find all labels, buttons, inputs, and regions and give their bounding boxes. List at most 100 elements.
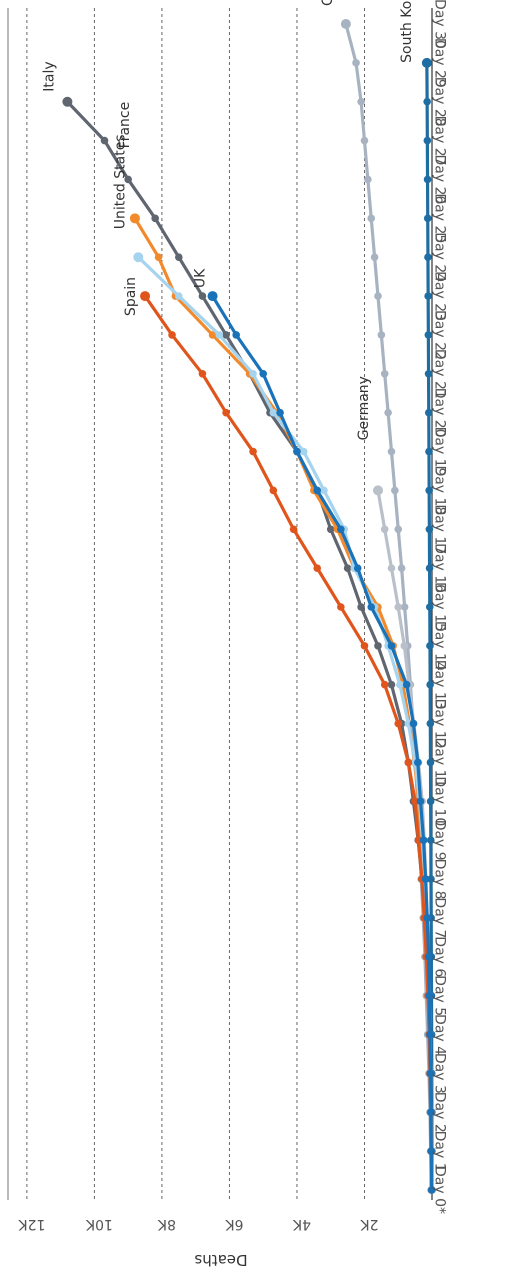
data-point <box>424 953 433 961</box>
data-point <box>396 680 404 689</box>
x-tick-label: Day 8 <box>431 859 447 900</box>
data-point <box>343 564 352 572</box>
x-tick-label: Day 0* <box>431 1166 447 1214</box>
x-tick-label: Day 18 <box>431 465 447 515</box>
x-tick-label: Day 22 <box>431 310 447 360</box>
data-point <box>427 1108 435 1117</box>
x-tick-label: Day 17 <box>431 504 447 554</box>
data-point <box>175 253 183 261</box>
data-point <box>360 136 369 145</box>
x-tick-label: Day 16 <box>431 543 447 593</box>
data-point <box>427 836 435 844</box>
data-point <box>394 719 403 728</box>
x-tick-label: Day 11 <box>431 738 447 788</box>
data-point <box>124 175 132 184</box>
data-point <box>208 331 217 339</box>
data-point <box>400 603 409 611</box>
data-point <box>421 57 432 68</box>
y-tick-label: 6K <box>225 1216 244 1232</box>
data-point <box>426 758 435 767</box>
x-tick-label: Day 21 <box>431 349 447 399</box>
data-point <box>269 486 278 495</box>
data-point <box>426 680 434 689</box>
data-point <box>397 564 406 572</box>
x-tick-label: Day 5 <box>431 975 447 1016</box>
x-tick-label: Day 3 <box>431 1053 447 1094</box>
data-point <box>427 1147 436 1155</box>
series-line <box>211 295 434 1191</box>
series-china: China <box>320 0 436 1194</box>
x-tick-label: Day 14 <box>431 621 447 671</box>
data-point <box>387 564 396 572</box>
data-point <box>380 525 389 534</box>
series-label: Germany <box>356 376 372 440</box>
x-tick-label: Day 30 <box>431 0 447 49</box>
data-point <box>402 680 411 689</box>
data-point <box>411 797 419 806</box>
series-italy: Italy <box>41 61 436 1194</box>
data-point <box>380 370 389 378</box>
data-point <box>394 603 403 611</box>
data-point <box>364 175 372 184</box>
data-point <box>313 486 322 495</box>
data-point <box>320 486 328 495</box>
data-point <box>313 564 322 572</box>
data-point <box>367 214 376 223</box>
x-tick-label: Day 15 <box>431 582 447 632</box>
data-point <box>175 292 183 300</box>
data-point <box>423 214 432 223</box>
data-point <box>198 370 207 378</box>
data-point <box>426 797 435 806</box>
data-point <box>353 564 362 572</box>
data-point <box>374 292 382 300</box>
data-point <box>423 175 432 184</box>
x-tick-label: Day 6 <box>431 936 447 977</box>
data-point <box>427 1186 436 1194</box>
data-point <box>299 447 308 456</box>
y-tick-label: 12K <box>18 1216 46 1232</box>
data-point <box>424 331 433 339</box>
data-point <box>424 370 433 378</box>
data-point <box>425 486 433 495</box>
data-point <box>424 292 432 300</box>
data-point <box>387 680 396 689</box>
data-point <box>222 408 230 417</box>
data-point <box>367 603 376 611</box>
data-point <box>326 525 335 534</box>
series-label: South Korea <box>399 0 415 63</box>
data-point <box>394 525 403 534</box>
x-tick-label: Day 20 <box>431 388 447 438</box>
series-uk: UK <box>193 268 436 1194</box>
data-point <box>168 331 176 339</box>
y-tick-label: 4K <box>292 1216 311 1232</box>
x-tick-label: Day 9 <box>431 820 447 861</box>
data-point <box>133 252 144 263</box>
data-point <box>414 758 422 767</box>
data-point <box>249 447 257 456</box>
data-point <box>404 758 413 767</box>
data-point <box>276 408 284 417</box>
x-tick-label: Day 4 <box>431 1014 447 1055</box>
x-tick-label: Day 2 <box>431 1092 447 1133</box>
series-label: France <box>117 102 133 149</box>
data-point <box>374 642 382 650</box>
x-tick-label: Day 26 <box>431 155 447 205</box>
data-point <box>380 680 389 689</box>
data-point <box>426 1069 435 1078</box>
data-point <box>249 370 257 378</box>
y-tick-label: 10K <box>85 1216 113 1232</box>
series-united-states: United States <box>112 134 436 1194</box>
data-point <box>340 19 351 29</box>
series-label: United States <box>112 134 128 229</box>
data-point <box>198 292 207 300</box>
data-point <box>425 525 434 534</box>
data-point <box>259 370 268 378</box>
x-tick-label: Day 24 <box>431 232 447 282</box>
data-point <box>421 875 430 883</box>
data-point <box>425 603 434 611</box>
data-point <box>337 525 345 534</box>
data-point <box>293 447 301 456</box>
y-axis-ticks: 2K 4K 6K 8K 10K 12K <box>18 1216 379 1232</box>
x-tick-label: Day 28 <box>431 77 447 127</box>
